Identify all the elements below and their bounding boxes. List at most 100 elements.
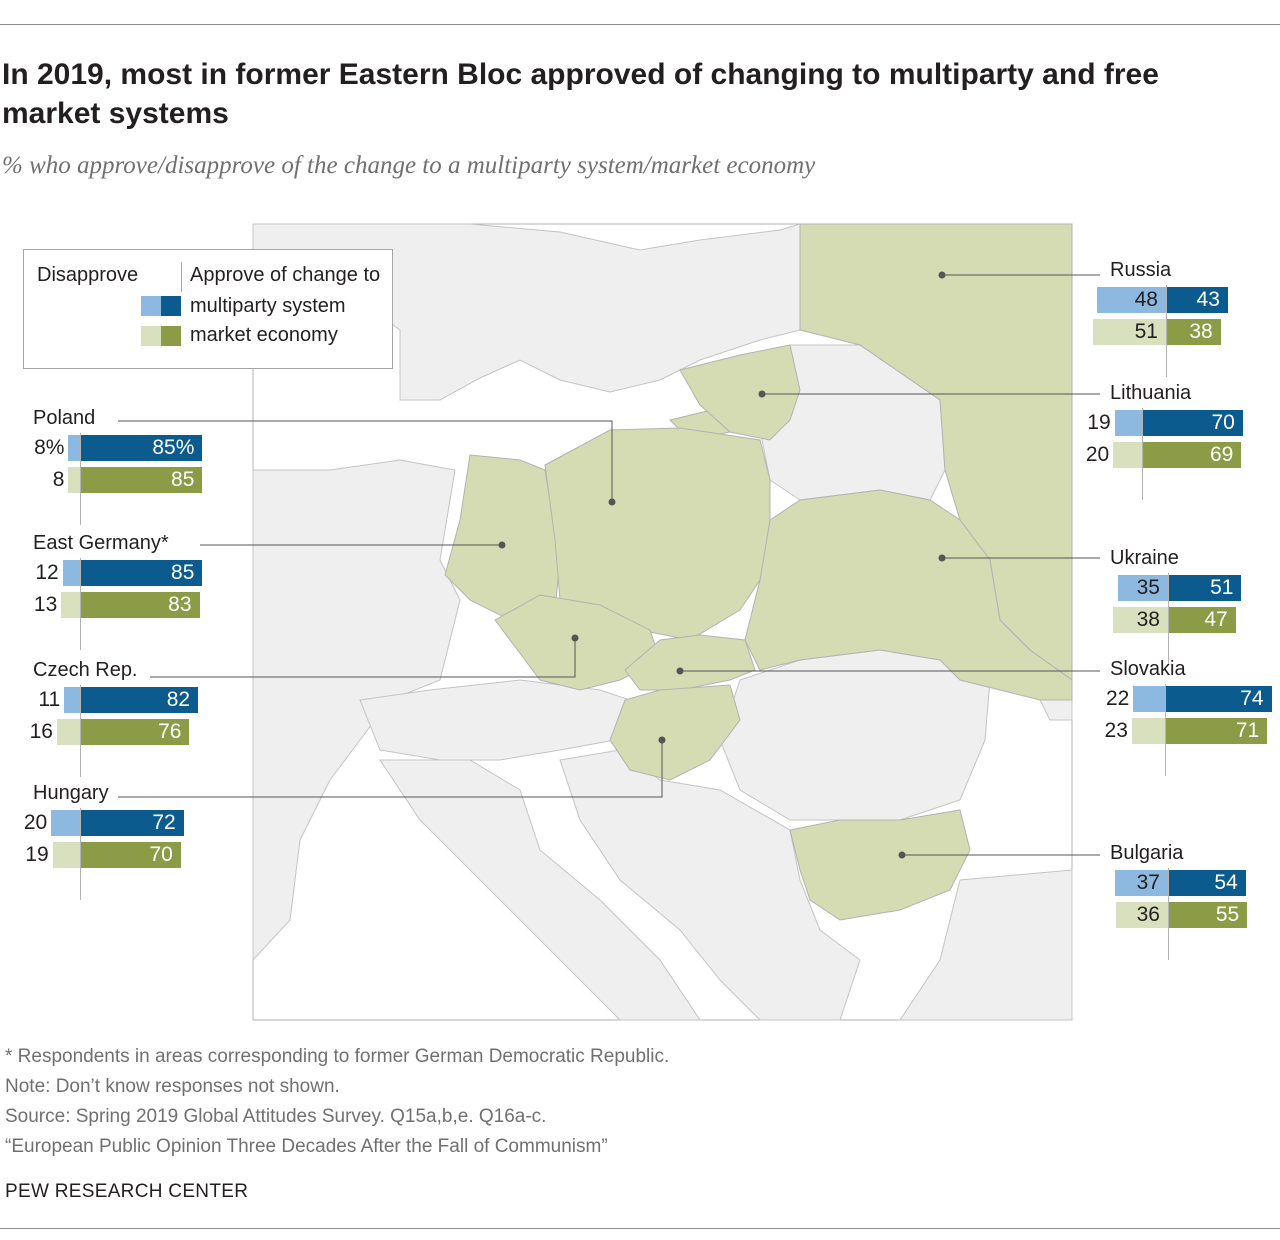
legend-approve-label: Approve of change to [190, 264, 381, 286]
poland-name: Poland [33, 407, 96, 429]
legend-swatch-market-approve [161, 326, 181, 346]
east-germany-market-approve-bar [80, 592, 200, 618]
russia-market-approve-bar [1166, 319, 1221, 345]
ukraine-market-disapprove-label: 38 [1136, 608, 1160, 631]
poland-market-disapprove-bar [68, 467, 80, 493]
ukraine-multiparty-approve-bar [1168, 575, 1242, 601]
poland-axis-line [80, 433, 81, 525]
ukraine-market-disapprove-bar [1113, 607, 1168, 633]
lithuania-name: Lithuania [1110, 382, 1192, 404]
legend-swatch-market-disapprove [141, 326, 161, 346]
poland-multiparty-disapprove-label: 8% [34, 436, 65, 459]
poland-market-disapprove-label: 8 [52, 468, 65, 491]
ukraine-multiparty-disapprove-bar [1117, 575, 1168, 601]
lithuania-multiparty-approve-bar [1142, 410, 1243, 436]
bulgaria-multiparty-approve-label: 54 [1214, 871, 1238, 894]
russia-multiparty-disapprove-bar [1096, 287, 1166, 313]
slovakia-market-disapprove-label: 23 [1104, 719, 1128, 742]
czech-rep-multiparty-disapprove-label: 11 [38, 688, 61, 711]
hungary-axis-line [80, 808, 81, 900]
east-germany-market-disapprove-bar [61, 592, 80, 618]
ukraine-region [744, 489, 1073, 701]
ukraine-multiparty-disapprove-label: 35 [1136, 576, 1160, 599]
ukraine-multiparty-approve-label: 51 [1210, 576, 1234, 599]
lithuania-multiparty-disapprove-bar [1114, 410, 1142, 436]
hungary-leader [118, 740, 663, 798]
czech-rep-market-approve-label: 76 [158, 720, 182, 743]
east-germany-market-approve-label: 83 [168, 593, 192, 616]
slovakia-multiparty-approve-bar [1165, 686, 1272, 712]
slovakia-name: Slovakia [1110, 658, 1186, 680]
poland-multiparty-approve-bar [80, 435, 203, 461]
lithuania-market-disapprove-bar [1113, 442, 1142, 468]
legend-swatch-multiparty-disapprove [141, 296, 161, 316]
slovakia-market-disapprove-bar [1131, 718, 1165, 744]
leader-dots [498, 271, 946, 859]
bulgaria-region [789, 809, 971, 921]
bulgaria-market-disapprove-bar [1116, 902, 1168, 928]
lithuania-dot [758, 390, 766, 398]
chart-subtitle: % who approve/disapprove of the change t… [2, 152, 816, 179]
hungary-region [609, 684, 741, 781]
legend-disapprove-label: Disapprove [37, 264, 139, 286]
leader-lines [118, 274, 1100, 856]
bulgaria-market-approve-label: 55 [1215, 903, 1240, 926]
hungary-multiparty-approve-label: 72 [152, 811, 176, 834]
czech-leader [150, 638, 576, 678]
czech-rep-market-disapprove-label: 16 [29, 720, 53, 743]
lithuania-axis-line [1142, 408, 1143, 500]
slovakia-market-approve-label: 71 [1235, 719, 1260, 742]
poland-multiparty-approve-label: 85% [152, 436, 195, 459]
legend-swatch-multiparty-approve [161, 296, 181, 316]
east-germany-market-disapprove-label: 13 [33, 593, 58, 616]
poland-leader [118, 420, 613, 502]
bulgaria-multiparty-disapprove-label: 37 [1136, 871, 1160, 894]
footnote-asterisk: * Respondents in areas corresponding to … [5, 1046, 670, 1067]
poland-market-approve-bar [80, 467, 203, 493]
east-germany-multiparty-approve-bar [80, 560, 203, 586]
russia-name: Russia [1110, 259, 1172, 281]
western-europe-land [252, 459, 461, 962]
bulgaria-axis-line [1168, 868, 1169, 960]
east-germany-axis-line [80, 558, 81, 650]
lithuania-multiparty-approve-label: 70 [1211, 411, 1235, 434]
slovakia-dot [676, 667, 684, 675]
czech-rep-multiparty-disapprove-bar [64, 687, 80, 713]
bulgaria-dot [898, 851, 906, 859]
poland-market-approve-label: 85 [171, 468, 195, 491]
italy-land [379, 759, 701, 1021]
czech-dot [571, 634, 579, 642]
lithuania-market-disapprove-label: 20 [1085, 443, 1110, 466]
legend-divider [181, 262, 182, 292]
hungary-multiparty-approve-bar [80, 810, 184, 836]
hungary-market-disapprove-bar [52, 842, 80, 868]
ukraine-market-approve-label: 47 [1204, 608, 1228, 631]
lithuania-multiparty-disapprove-label: 19 [1087, 411, 1111, 434]
bulgaria-market-approve-bar [1168, 902, 1248, 928]
slovakia-region [624, 634, 756, 691]
top-rule [0, 24, 1280, 25]
bottom-rule [0, 1228, 1280, 1229]
russia-market-disapprove-bar [1092, 319, 1166, 345]
east-germany-dot [498, 541, 506, 549]
east-germany-multiparty-approve-label: 85 [171, 561, 195, 584]
bulgaria-multiparty-approve-bar [1168, 870, 1246, 896]
russia-multiparty-disapprove-label: 48 [1134, 288, 1158, 311]
czech-rep-axis-line [80, 685, 81, 777]
bulgaria-market-disapprove-label: 36 [1136, 903, 1160, 926]
lithuania-market-approve-label: 69 [1210, 443, 1234, 466]
czech-rep-multiparty-approve-bar [80, 687, 199, 713]
lithuania-market-approve-bar [1142, 442, 1242, 468]
lithuania-region [679, 344, 801, 441]
poland-dot [608, 498, 616, 506]
hungary-name: Hungary [33, 782, 109, 804]
hungary-market-approve-bar [80, 842, 181, 868]
hungary-multiparty-disapprove-label: 20 [23, 811, 48, 834]
turkey-land [899, 869, 1073, 1021]
czech-rep-name: Czech Rep. [33, 659, 138, 681]
slovakia-market-approve-bar [1165, 718, 1268, 744]
russia-multiparty-approve-label: 43 [1196, 288, 1220, 311]
russia-market-disapprove-label: 51 [1134, 320, 1158, 343]
ukraine-market-approve-bar [1168, 607, 1236, 633]
